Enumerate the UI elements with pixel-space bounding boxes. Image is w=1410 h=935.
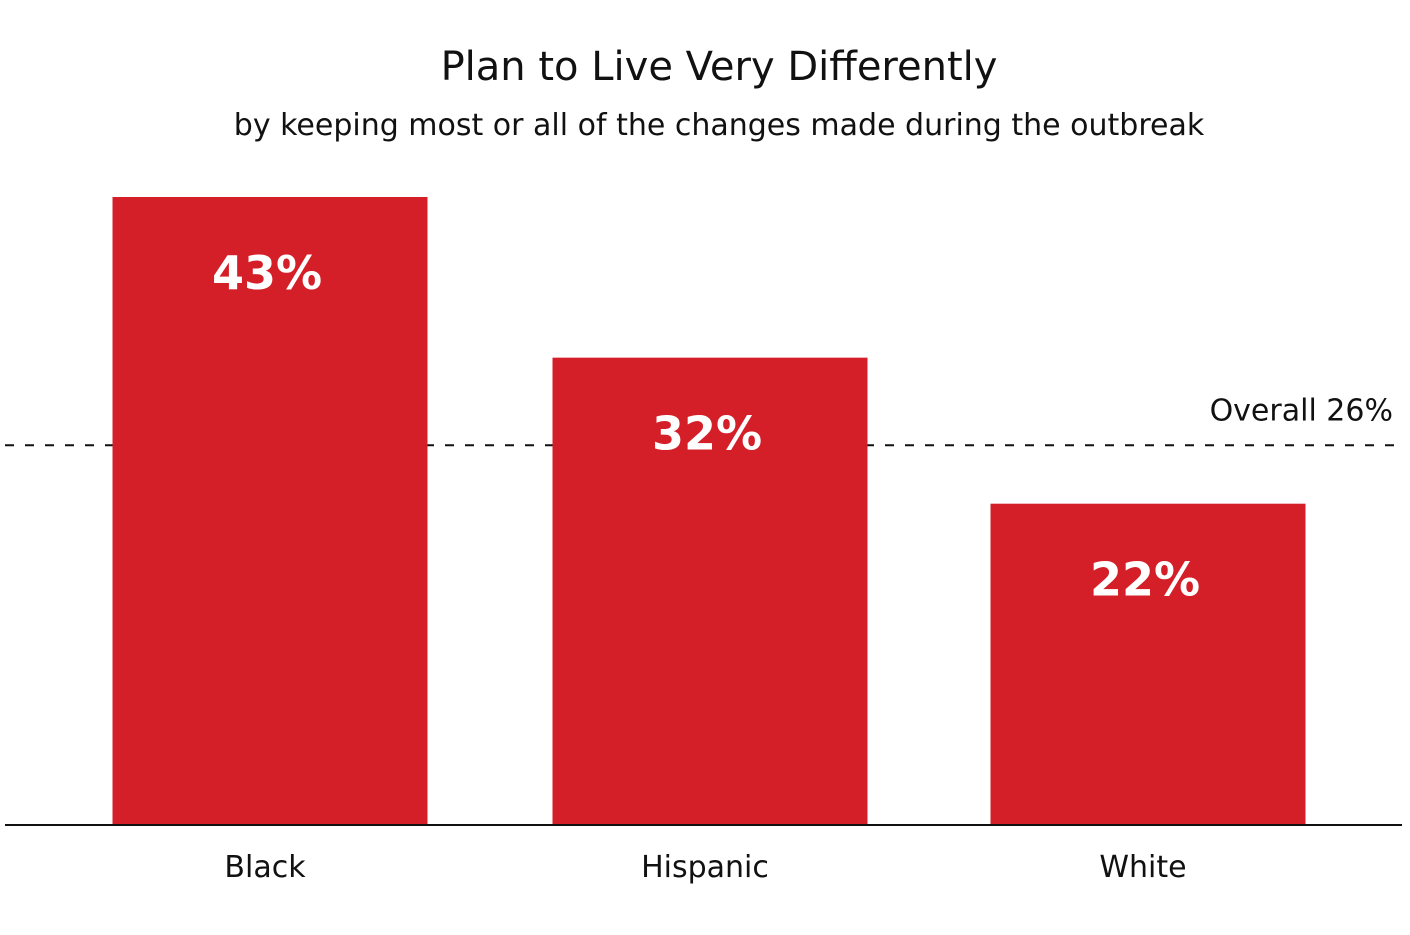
chart-subtitle: by keeping most or all of the changes ma…: [234, 108, 1205, 143]
category-label-white: White: [1099, 850, 1186, 885]
bar-black: [112, 197, 428, 825]
bars-group: 43% 32% 22%: [112, 197, 1306, 825]
chart-title: Plan to Live Very Differently: [441, 44, 998, 90]
category-label-hispanic: Hispanic: [641, 850, 769, 885]
category-labels-group: Black Hispanic White: [224, 850, 1186, 885]
value-label-hispanic: 32%: [652, 407, 762, 461]
value-label-black: 43%: [212, 246, 322, 300]
bar-hispanic: [552, 357, 868, 825]
overall-reference-label: Overall 26%: [1210, 393, 1393, 428]
category-label-black: Black: [224, 850, 306, 885]
bar-white: [990, 503, 1306, 825]
value-label-white: 22%: [1090, 553, 1200, 607]
